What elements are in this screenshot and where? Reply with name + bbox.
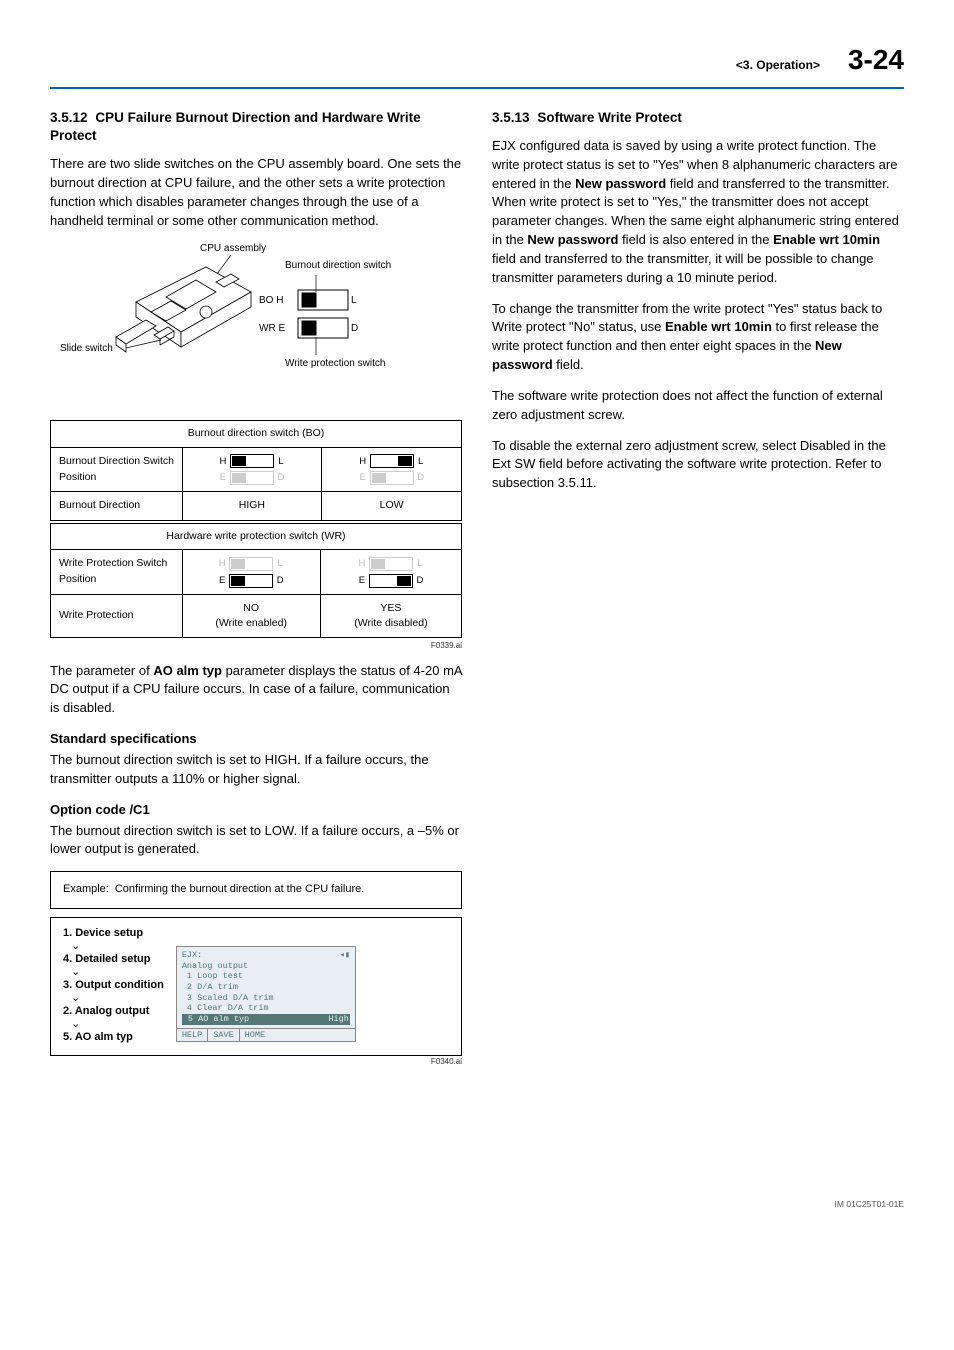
example-label: Example: xyxy=(63,882,109,898)
table2-yes: YES (Write disabled) xyxy=(320,594,461,637)
para-r1: EJX configured data is saved by using a … xyxy=(492,137,904,288)
para-ao-alm: The parameter of AO alm typ parameter di… xyxy=(50,662,462,719)
para-standard-spec: The burnout direction switch is set to H… xyxy=(50,751,462,789)
screen-line-4: 4 Clear D/A trim xyxy=(182,1003,350,1014)
flow-step-2: 4. Detailed setup xyxy=(63,954,164,965)
screen-buttons: HELP SAVE HOME xyxy=(177,1028,355,1042)
label-write-switch: Write protection switch xyxy=(285,357,385,372)
para-r4: To disable the external zero adjustment … xyxy=(492,437,904,494)
table2-no: NO (Write enabled) xyxy=(182,594,320,637)
screen-highlight: 5 AO alm typ High xyxy=(182,1014,350,1025)
para-r3: The software write protection does not a… xyxy=(492,387,904,425)
heading-option-c1: Option code /C1 xyxy=(50,801,462,820)
para-intro: There are two slide switches on the CPU … xyxy=(50,155,462,230)
screen-line-2: 2 D/A trim xyxy=(182,982,350,993)
chevron-down-icon: ⌄ xyxy=(71,941,164,952)
label-L: L xyxy=(351,294,357,309)
label-cpu-assembly: CPU assembly xyxy=(200,242,266,257)
table2-row2-label: Write Protection xyxy=(51,594,183,637)
figure-cpu-assembly: CPU assembly Burnout direction switch BO… xyxy=(50,242,462,412)
para-option-c1: The burnout direction switch is set to L… xyxy=(50,822,462,860)
table1-row1-label: Burnout Direction Switch Position xyxy=(51,447,183,492)
heading-standard-spec: Standard specifications xyxy=(50,730,462,749)
section-heading-3-5-13: 3.5.13 Software Write Protect xyxy=(492,109,904,127)
screen-btn-home: HOME xyxy=(240,1029,270,1042)
screen-subtitle: Analog output xyxy=(182,961,350,972)
flow-step-1: 1. Device setup xyxy=(63,928,164,939)
header-chapter: <3. Operation> xyxy=(736,57,820,74)
label-boh: BO H xyxy=(259,294,283,309)
left-column: 3.5.12 CPU Failure Burnout Direction and… xyxy=(50,109,462,1078)
flow-box: 1. Device setup ⌄ 4. Detailed setup ⌄ 3.… xyxy=(50,917,462,1056)
label-burnout-switch: Burnout direction switch xyxy=(285,259,391,274)
cpu-assembly-svg xyxy=(50,242,462,412)
chevron-down-icon: ⌄ xyxy=(71,993,164,1004)
screen-line-3: 3 Scaled D/A trim xyxy=(182,993,350,1004)
screen-line-1: 1 Loop test xyxy=(182,971,350,982)
table2-row1-label: Write Protection Switch Position xyxy=(51,549,183,594)
example-box: Example: Confirming the burnout directio… xyxy=(50,871,462,909)
table-write-protect-switch: Hardware write protection switch (WR) Wr… xyxy=(50,523,462,638)
table2-caption: Hardware write protection switch (WR) xyxy=(51,523,462,549)
screen-title: EJX: xyxy=(182,950,202,961)
table1-row2-label: Burnout Direction xyxy=(51,492,183,520)
flow-step-4: 2. Analog output xyxy=(63,1006,164,1017)
figcode-1: F0339.ai xyxy=(50,640,462,652)
flow-step-5: 5. AO alm typ xyxy=(63,1032,164,1043)
label-slide-switch: Slide switch xyxy=(60,342,113,357)
section-heading-3-5-12: 3.5.12 CPU Failure Burnout Direction and… xyxy=(50,109,462,145)
header-page-number: 3-24 xyxy=(848,40,904,81)
table1-caption: Burnout direction switch (BO) xyxy=(51,421,462,447)
figcode-2: F0340.ai xyxy=(50,1056,462,1068)
screen-btn-help: HELP xyxy=(177,1029,208,1042)
example-text: Confirming the burnout direction at the … xyxy=(115,882,449,898)
screen-btn-save: SAVE xyxy=(208,1029,239,1042)
table1-low: LOW xyxy=(322,492,462,520)
label-wre: WR E xyxy=(259,322,285,337)
table1-switch-low: HE LD xyxy=(322,447,462,492)
table2-switch-yes: HE LD xyxy=(320,549,461,594)
chevron-down-icon: ⌄ xyxy=(71,1019,164,1030)
table1-switch-high: HE LD xyxy=(182,447,322,492)
table-burnout-switch: Burnout direction switch (BO) Burnout Di… xyxy=(50,420,462,520)
right-column: 3.5.13 Software Write Protect EJX config… xyxy=(492,109,904,1078)
table2-switch-no: HE LD xyxy=(182,549,320,594)
table1-high: HIGH xyxy=(182,492,322,520)
handheld-screen: EJX: ◂▮ Analog output 1 Loop test 2 D/A … xyxy=(176,946,356,1042)
chevron-down-icon: ⌄ xyxy=(71,967,164,978)
page-header: <3. Operation> 3-24 xyxy=(50,40,904,89)
label-D: D xyxy=(351,322,358,337)
para-r2: To change the transmitter from the write… xyxy=(492,300,904,375)
flow-steps: 1. Device setup ⌄ 4. Detailed setup ⌄ 3.… xyxy=(63,928,164,1045)
flow-step-3: 3. Output condition xyxy=(63,980,164,991)
back-icon: ◂▮ xyxy=(340,950,350,961)
footer-doc-id: IM 01C25T01-01E xyxy=(50,1198,904,1210)
